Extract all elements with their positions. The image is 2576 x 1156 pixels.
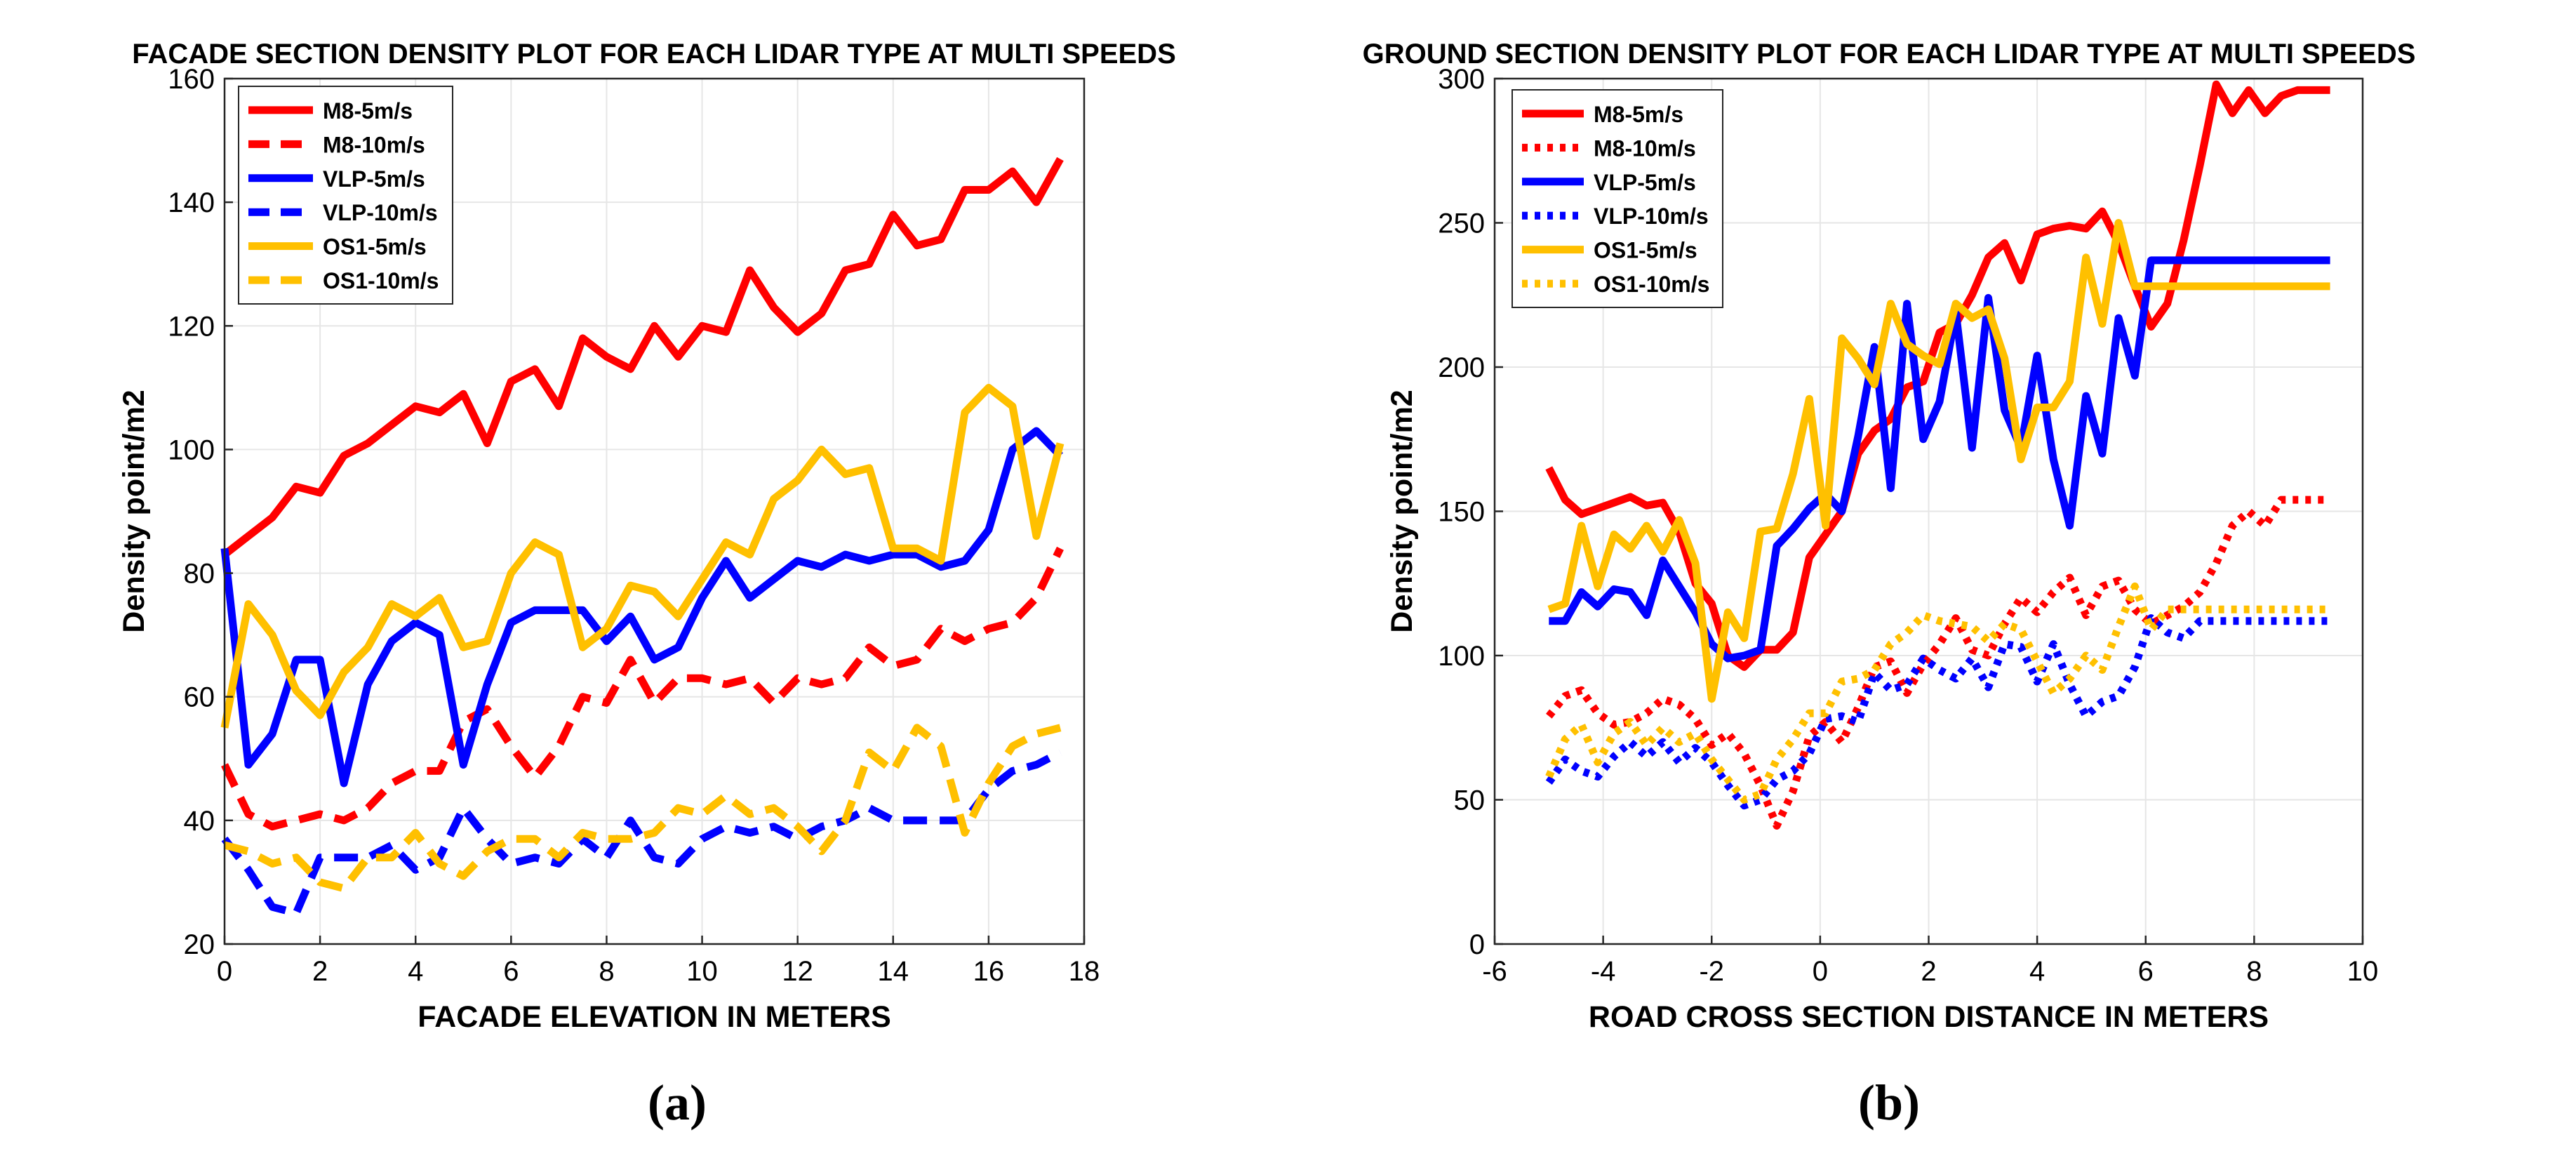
series-line-vlp-5m-s [220, 427, 1063, 788]
legend-entry-label: M8-10m/s [1594, 135, 1696, 161]
x-tick-label: 4 [408, 956, 423, 987]
y-tick-label: 140 [168, 187, 215, 218]
legend-entry-label: OS1-5m/s [1594, 238, 1697, 263]
legend-entry-label: M8-5m/s [1594, 102, 1683, 127]
y-tick-label: 300 [1438, 64, 1485, 95]
legend-entry-label: VLP-10m/s [1594, 204, 1709, 229]
x-tick-label: -4 [1591, 956, 1616, 987]
y-tick-label: 80 [184, 559, 215, 590]
x-tick-label: 2 [1921, 956, 1936, 987]
panel-caption: (b) [1858, 1075, 1920, 1131]
legend-entry-label: OS1-5m/s [323, 234, 427, 260]
y-tick-label: 100 [1438, 641, 1485, 672]
x-tick-label: 0 [1813, 956, 1828, 987]
x-tick-label: 4 [2029, 956, 2045, 987]
y-tick-label: 0 [1469, 929, 1485, 960]
series-line-m8-5m-s [1545, 80, 2330, 671]
x-tick-label: 18 [1069, 956, 1100, 987]
y-tick-label: 150 [1438, 497, 1485, 528]
x-tick-label: 10 [2347, 956, 2379, 987]
x-tick-label: 16 [973, 956, 1005, 987]
y-tick-label: 100 [168, 434, 215, 465]
legend-entry-label: OS1-10m/s [1594, 272, 1709, 297]
y-tick-label: 20 [184, 929, 215, 960]
series-line-vlp-10m-s [221, 749, 1062, 917]
legend-entry-label: OS1-10m/s [323, 268, 439, 293]
panel-caption: (a) [648, 1075, 707, 1131]
x-axis-label: ROAD CROSS SECTION DISTANCE IN METERS [1589, 1000, 2269, 1034]
x-tick-label: -6 [1482, 956, 1507, 987]
legend-entry-label: VLP-10m/s [323, 200, 438, 225]
series-line-os1-5m-s [220, 383, 1065, 729]
x-axis-label: FACADE ELEVATION IN METERS [418, 1000, 891, 1034]
y-tick-label: 40 [184, 806, 215, 837]
x-tick-label: 10 [686, 956, 718, 987]
x-tick-label: 12 [782, 956, 813, 987]
legend: M8-5m/s M8-10m/s VLP-5m/s VLP-10m/s OS1-5m/s… [238, 86, 453, 305]
series-line-m8-10m-s [221, 546, 1064, 831]
chart-title: GROUND SECTION DENSITY PLOT FOR EACH LID… [1363, 39, 2416, 69]
facade-density-chart: 0 2 4 6 8 10 12 14 16 1820406080100120140160FACAD… [117, 39, 1176, 1131]
y-tick-label: 160 [168, 64, 215, 95]
series-line-m8-5m-s [222, 157, 1064, 558]
series-line-os1-10m-s [1545, 582, 2330, 804]
legend-box [1511, 89, 1723, 308]
series-line-vlp-10m-s [1545, 614, 2330, 810]
x-tick-label: 14 [878, 956, 909, 987]
y-tick-label: 50 [1454, 785, 1486, 816]
legend-entry-label: M8-5m/s [323, 98, 413, 124]
series-line-os1-10m-s [223, 724, 1062, 893]
y-tick-label: 120 [168, 311, 215, 342]
legend-box [238, 86, 453, 305]
legend-entry-label: VLP-5m/s [323, 166, 425, 192]
x-tick-label: 6 [503, 956, 519, 987]
series-line-m8-10m-s [1546, 496, 2330, 830]
x-tick-label: -2 [1699, 956, 1724, 987]
x-tick-label: 6 [2138, 956, 2154, 987]
y-tick-label: 250 [1438, 208, 1485, 239]
legend: M8-5m/s M8-10m/s VLP-5m/s VLP-10m/s OS1-5m/s… [1511, 89, 1723, 308]
chart-title: FACADE SECTION DENSITY PLOT FOR EACH LID… [132, 39, 1176, 69]
legend-entry-label: M8-10m/s [323, 132, 425, 157]
axes-frame [223, 77, 1086, 945]
x-tick-label: 8 [2246, 956, 2262, 987]
series-line-vlp-5m-s [1549, 256, 2330, 663]
y-axis-label: Density point/m2 [117, 390, 151, 632]
y-axis-label: Density point/m2 [1385, 390, 1419, 632]
series-line-os1-5m-s [1547, 219, 2330, 703]
y-tick-label: 60 [184, 682, 215, 713]
x-tick-label: 2 [312, 956, 328, 987]
y-tick-label: 200 [1438, 352, 1485, 383]
legend-entry-label: VLP-5m/s [1594, 170, 1696, 195]
x-tick-label: 0 [217, 956, 232, 987]
x-tick-label: 8 [599, 956, 614, 987]
